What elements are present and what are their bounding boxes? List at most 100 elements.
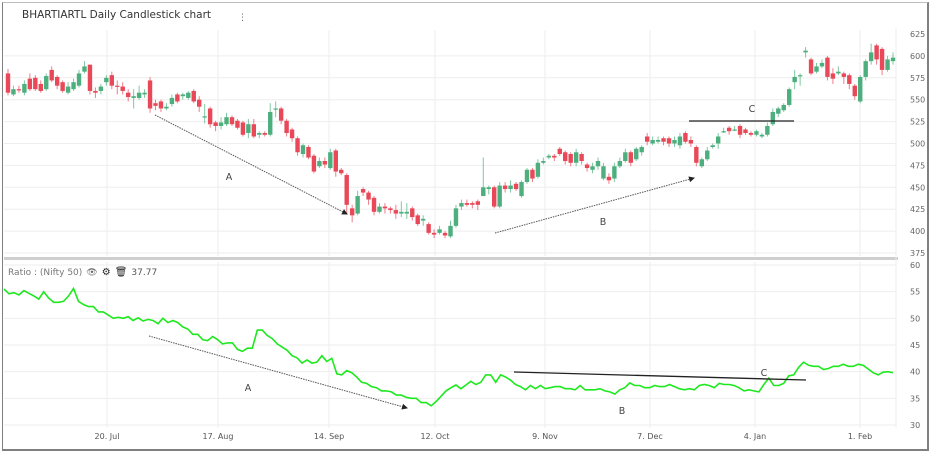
candle-body [634,148,639,160]
vertical-dots-icon[interactable]: ⋮ [238,13,247,23]
candle-body [278,108,284,121]
pane-divider [4,257,898,260]
x-tick-label: 7. Dec [637,432,663,441]
candle-body [453,208,459,226]
price-annotation-label-B: B [600,217,607,228]
candle-body [464,203,470,205]
candle-body [715,136,721,144]
candle-body [76,73,82,86]
candle-body [721,131,726,133]
candle-body [502,185,508,190]
candle-body [399,211,404,214]
candle-body [136,92,142,98]
candle-body [295,138,300,153]
ratio-annotation-line-C [513,371,807,381]
candle-body [415,215,420,225]
candle-body [257,132,262,135]
candle-body [655,139,661,142]
candle-body [54,76,60,86]
candle-body [787,89,792,105]
candle-body [382,206,388,209]
y-tick-label: 500 [910,140,925,149]
candle-body [65,86,71,93]
y-tick-label: 475 [910,161,925,170]
candle-body [890,57,896,62]
gear-icon[interactable]: ⚙ [101,267,111,278]
candle-body [289,129,295,139]
ratio-annotation-label-A: A [245,383,252,394]
candle-body [879,48,885,70]
y-tick-label: 600 [910,52,925,61]
y-tick-label: 525 [910,118,925,127]
candle-body [224,117,229,125]
candle-body [852,85,857,97]
candle-body [175,94,180,102]
candle-body [317,161,322,167]
candle-body [22,83,27,93]
candle-body [164,106,169,109]
x-tick-label: 17. Aug [203,432,234,441]
candle-body [819,62,825,67]
candle-body [759,134,765,137]
candle-body [792,76,797,83]
candle-body [60,82,65,91]
candle-body [306,147,311,158]
y-tick-label: 35 [910,394,920,403]
candle-body [847,75,852,84]
price-annotation-label-C: C [749,104,756,115]
candle-body [797,75,803,77]
candle-body [344,175,349,205]
candle-body [229,117,235,125]
candle-body [300,145,306,155]
candle-body [360,189,366,193]
candle-body [420,218,426,221]
y-tick-label: 30 [910,421,920,430]
x-tick-label: 20. Jul [95,432,120,441]
candle-body [311,155,317,172]
candle-body [322,161,328,165]
candle-body [158,101,164,109]
candle-body [153,103,158,106]
candle-body [262,132,267,135]
candle-body [410,208,415,218]
candle-body [38,83,43,91]
trash-icon[interactable]: 🗑 [114,267,128,278]
candle-body [5,73,11,93]
eye-icon[interactable]: 👁 [86,268,98,278]
y-tick-label: 375 [910,249,925,258]
candle-body [16,89,22,91]
x-tick-label: 12. Oct [420,432,449,441]
candle-body [33,77,38,90]
candle-body [732,129,737,131]
candle-body [644,136,650,142]
candle-body [147,80,153,109]
x-tick-label: 4. Jan [744,432,767,441]
candle-body [388,208,393,211]
candle-body [754,131,759,135]
candle-body [470,203,475,205]
candle-body [131,96,136,98]
candle-body [557,148,562,155]
candle-body [142,92,147,95]
candle-body [82,66,87,72]
candle-body [885,59,890,70]
candle-body [93,90,98,93]
y-tick-label: 60 [910,261,920,270]
candle-body [328,152,333,169]
candle-body [371,197,377,212]
candle-body [437,229,442,233]
candle-body [541,161,546,163]
candle-body [207,108,213,125]
candle-body [743,129,748,133]
candle-body [273,108,278,110]
candle-body [765,125,770,135]
candle-body [87,64,93,91]
candle-body [874,45,879,60]
candle-body [169,97,175,105]
candle-body [404,211,409,214]
candle-body [393,210,399,214]
candle-body [863,61,868,77]
y-tick-label: 550 [910,96,925,105]
candle-body [475,201,481,205]
